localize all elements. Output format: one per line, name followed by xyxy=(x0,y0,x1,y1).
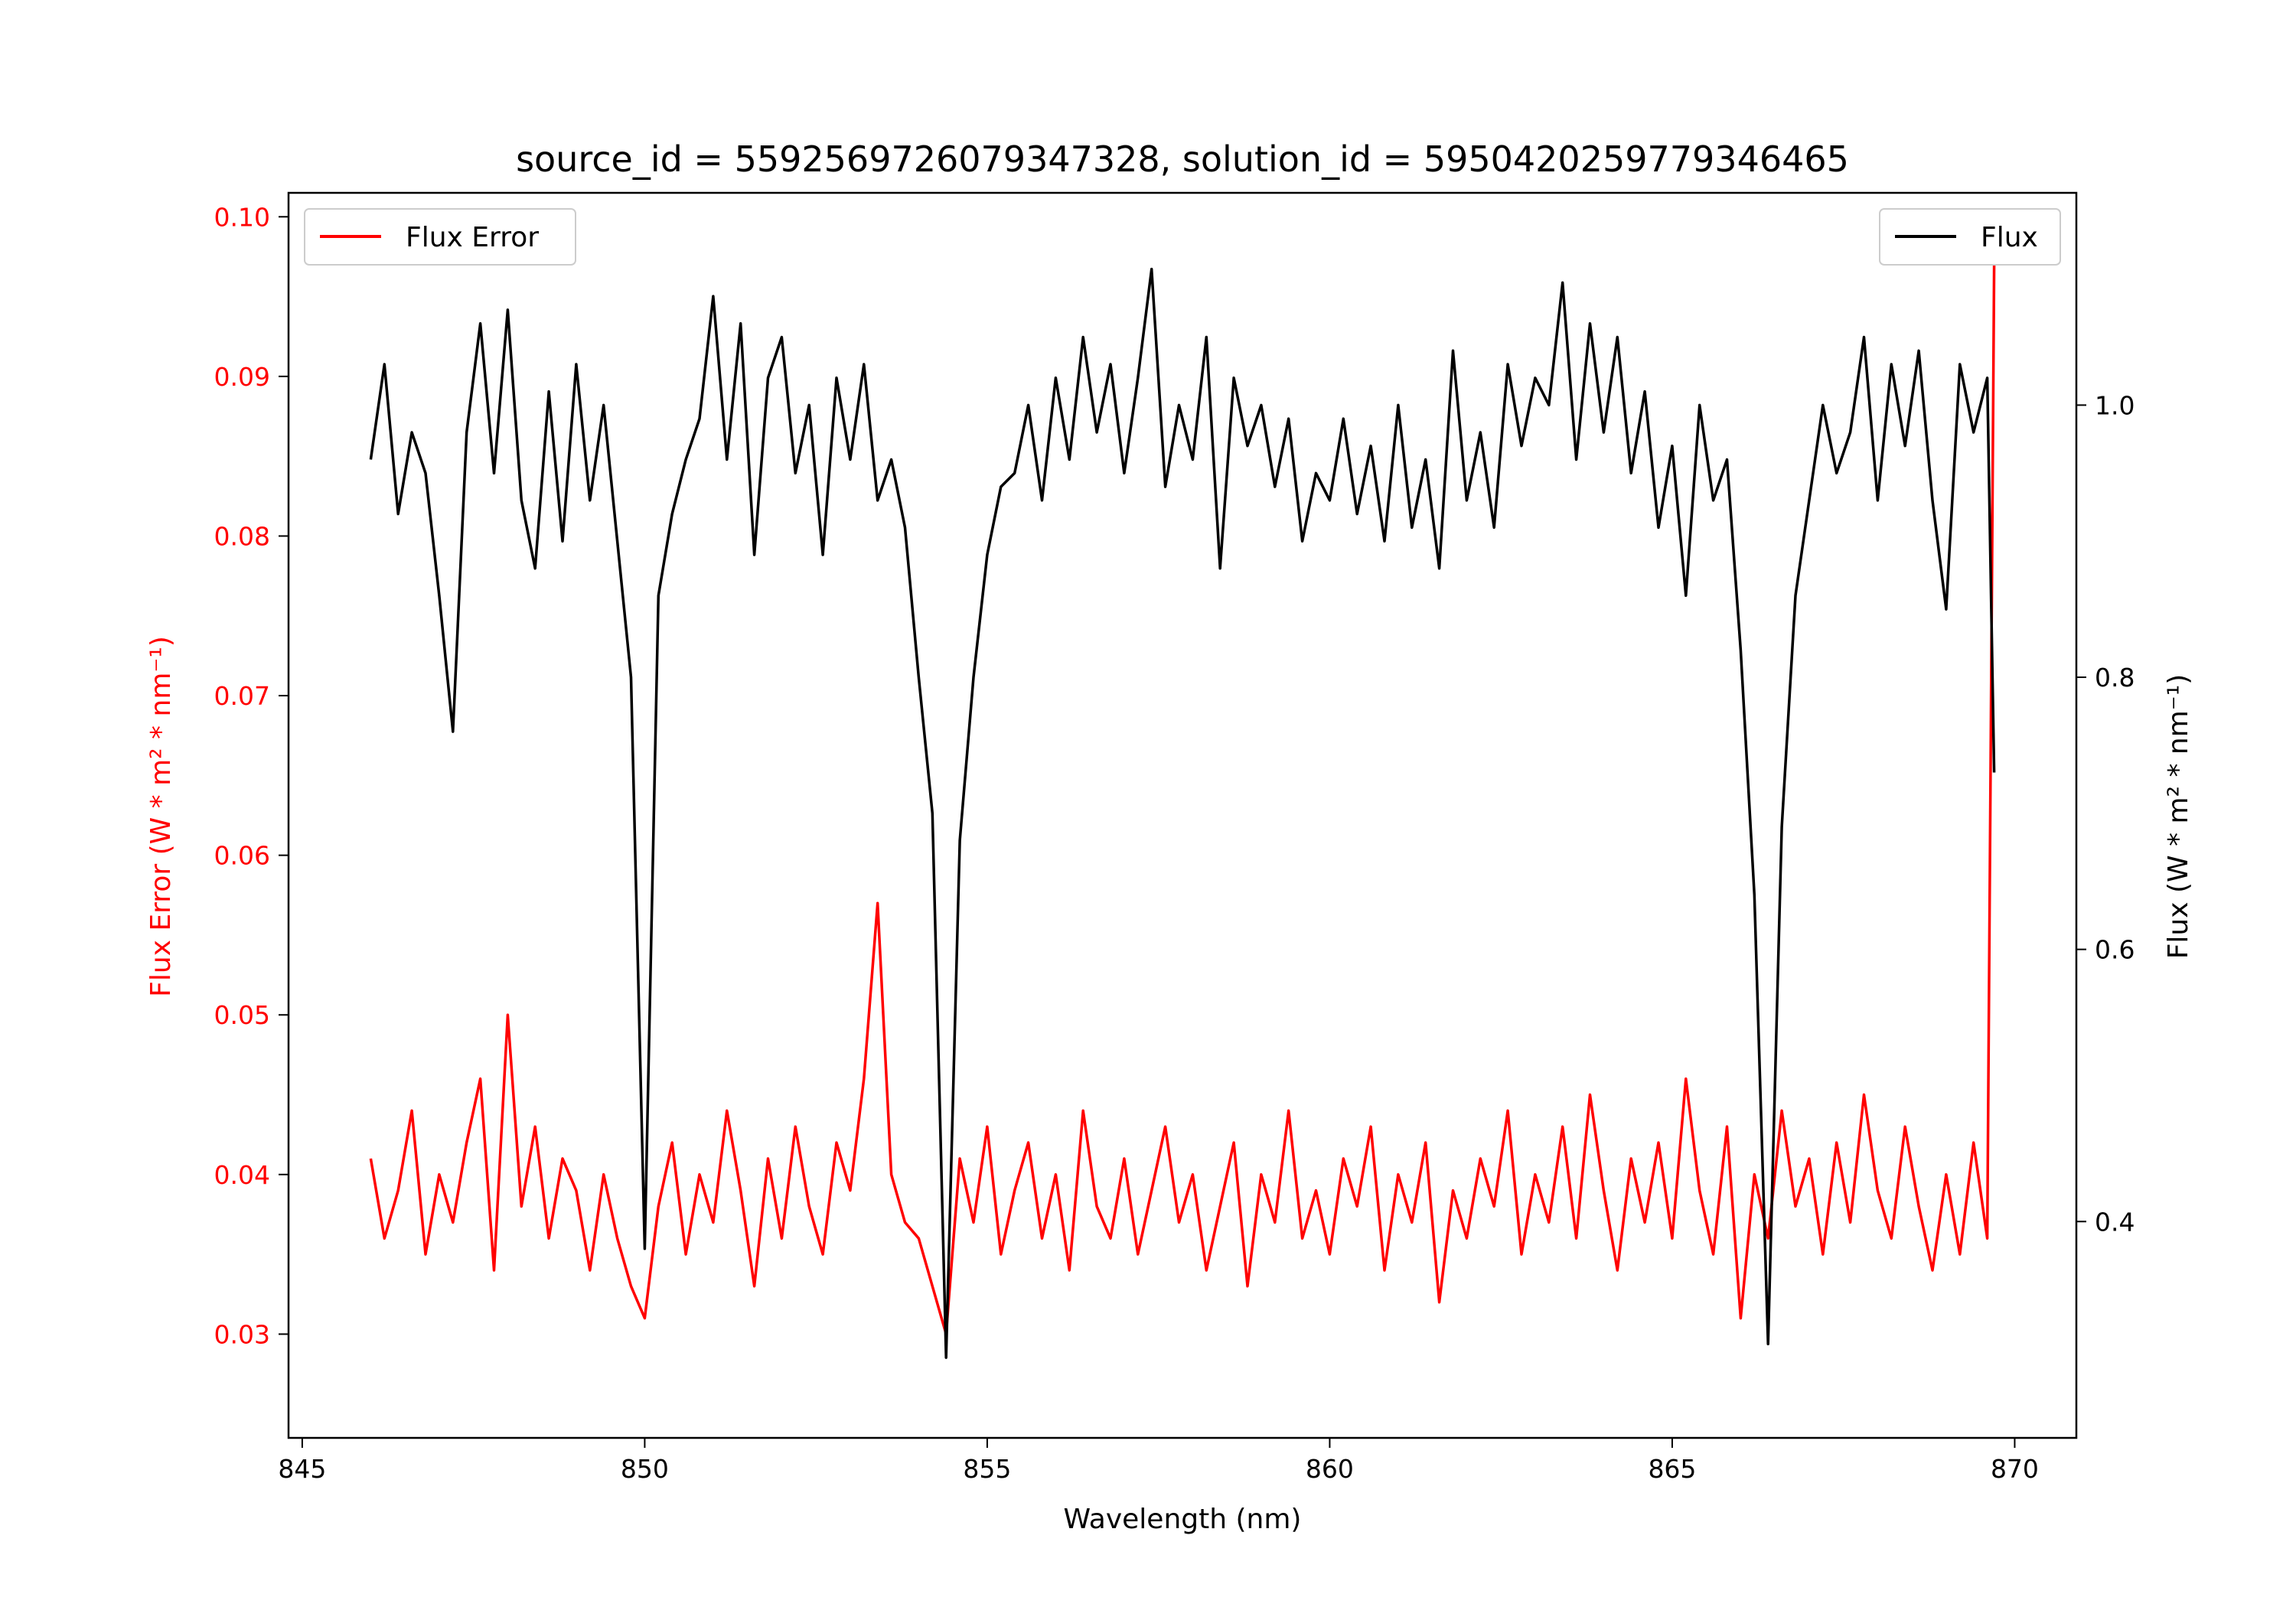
y-tick-label-left: 0.06 xyxy=(214,841,270,871)
x-axis-label: Wavelength (nm) xyxy=(1064,1504,1302,1535)
legend-label-flux-error: Flux Error xyxy=(406,222,539,253)
y-axis-label-left: Flux Error (W * m² * nm⁻¹) xyxy=(145,636,177,997)
y-axis-label-right: Flux (W * m² * nm⁻¹) xyxy=(2163,674,2194,960)
y-tick-label-right: 0.4 xyxy=(2095,1207,2135,1237)
y-tick-label-left: 0.10 xyxy=(214,202,270,232)
series-line-flux-error xyxy=(369,264,1996,1336)
legend-label-flux: Flux xyxy=(1981,222,2038,253)
chart-title: source_id = 5592569726079347328, solutio… xyxy=(516,139,1849,180)
y-tick-label-left: 0.08 xyxy=(214,521,270,551)
y-tick-label-left: 0.07 xyxy=(214,681,270,711)
series-line-flux xyxy=(369,267,1996,1359)
legend-box xyxy=(304,208,576,266)
x-tick-label: 865 xyxy=(1648,1454,1696,1484)
x-tick-label: 845 xyxy=(278,1454,326,1484)
x-tick-label: 850 xyxy=(621,1454,669,1484)
x-tick-label: 855 xyxy=(963,1454,1011,1484)
x-tick-label: 860 xyxy=(1306,1454,1354,1484)
legend-box xyxy=(1879,208,2061,266)
y-tick-label-right: 1.0 xyxy=(2095,390,2135,420)
y-tick-label-left: 0.05 xyxy=(214,1000,270,1030)
legend-flux: Flux xyxy=(1879,208,2061,266)
y-tick-label-left: 0.03 xyxy=(214,1319,270,1349)
legend-flux-error: Flux Error xyxy=(304,208,576,266)
axes-frame xyxy=(287,191,2078,1439)
x-tick-label: 870 xyxy=(1991,1454,2039,1484)
series-layer xyxy=(369,264,1996,1359)
y-tick-label-right: 0.8 xyxy=(2095,663,2135,693)
ticks-layer: 845 850 855 860 865 870 0.03 0.04 0.05 0.06 0.07 0.… xyxy=(214,202,2135,1484)
y-tick-label-left: 0.09 xyxy=(214,362,270,392)
y-tick-label-right: 0.6 xyxy=(2095,935,2135,965)
y-tick-label-left: 0.04 xyxy=(214,1160,270,1190)
